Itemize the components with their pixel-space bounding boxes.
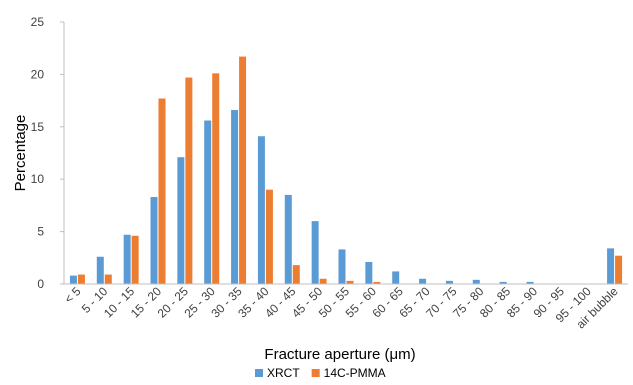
bar-14c-pmma <box>319 278 327 284</box>
bar-xrct <box>419 278 427 284</box>
bar-14c-pmma <box>265 189 273 284</box>
bar-14c-pmma <box>104 274 112 284</box>
legend-swatch <box>255 369 263 377</box>
bar-xrct <box>231 110 239 284</box>
legend-label: 14C-PMMA <box>324 366 386 380</box>
legend-label: XRCT <box>267 366 300 380</box>
bar-14c-pmma <box>212 73 220 285</box>
y-tick-label: 25 <box>31 15 45 29</box>
bar-xrct <box>311 221 319 284</box>
bar-14c-pmma <box>158 98 166 284</box>
bar-xrct <box>338 249 346 284</box>
bar-14c-pmma <box>346 280 354 284</box>
y-axis-title: Percentage <box>12 115 29 192</box>
bar-14c-pmma <box>615 255 623 284</box>
x-tick-label: < 5 <box>62 284 84 306</box>
y-tick-label: 0 <box>37 277 44 291</box>
y-tick-label: 15 <box>31 120 45 134</box>
bar-xrct <box>257 136 265 284</box>
bar-xrct <box>472 279 480 284</box>
bar-xrct <box>607 248 615 284</box>
bar-xrct <box>526 281 534 284</box>
y-axis: 0 5 10 15 20 25 <box>31 15 65 291</box>
bar-xrct <box>69 275 77 284</box>
bar-14c-pmma <box>373 281 381 284</box>
y-tick-label: 10 <box>31 172 45 186</box>
bar-xrct <box>445 280 453 284</box>
bar-xrct <box>150 197 158 284</box>
x-axis-title: Fracture aperture (μm) <box>264 346 415 363</box>
bar-14c-pmma <box>292 265 300 284</box>
y-tick-label: 20 <box>31 67 45 81</box>
bar-xrct <box>204 120 212 285</box>
bar-14c-pmma <box>131 235 139 284</box>
bars <box>69 56 623 285</box>
bar-xrct <box>123 234 131 284</box>
bar-xrct <box>177 157 185 284</box>
bar-14c-pmma <box>239 56 247 284</box>
bar-xrct <box>499 281 507 284</box>
bar-xrct <box>392 271 400 284</box>
y-tick-label: 5 <box>37 225 44 239</box>
bar-xrct <box>96 256 104 284</box>
bar-xrct <box>365 261 373 284</box>
legend: XRCT 14C-PMMA <box>255 366 386 380</box>
bar-14c-pmma <box>77 274 85 284</box>
legend-swatch <box>311 369 320 377</box>
bar-xrct <box>284 194 292 284</box>
bar-14c-pmma <box>185 77 193 284</box>
